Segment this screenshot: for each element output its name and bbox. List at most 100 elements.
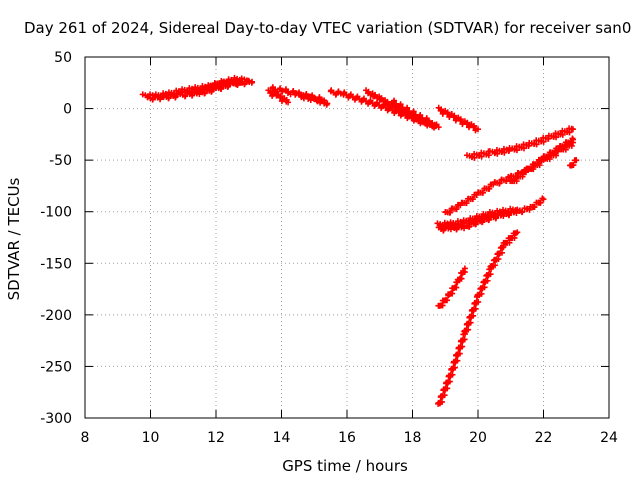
data-point [460, 268, 467, 275]
y-tick-label: -50 [49, 153, 72, 169]
data-point [451, 364, 458, 371]
data-point [569, 126, 576, 133]
x-axis-label: GPS time / hours [282, 457, 408, 475]
data-point [249, 78, 256, 85]
data-point [438, 302, 445, 309]
x-tick-label: 10 [142, 430, 160, 446]
data-series [186, 77, 246, 97]
data-point [441, 392, 448, 399]
data-point [500, 213, 507, 220]
data-point [447, 226, 454, 233]
data-point [467, 319, 474, 326]
data-point [438, 398, 445, 405]
data-series [435, 265, 468, 309]
data-point [448, 290, 455, 297]
data-series [435, 104, 481, 134]
data-point [446, 209, 453, 216]
x-tick-label: 18 [404, 430, 422, 446]
data-point [545, 135, 552, 142]
x-tick-label: 16 [338, 430, 356, 446]
data-point [285, 99, 292, 106]
data-point [472, 305, 479, 312]
data-point [487, 271, 494, 278]
x-tick-label: 24 [600, 430, 618, 446]
y-axis-ticks: -300 -250 -200 -150 -100 -50 0 50 [40, 50, 609, 427]
data-series [507, 138, 576, 185]
data-point [435, 124, 442, 131]
data-point [443, 297, 450, 304]
data-point [157, 96, 164, 103]
data-point [514, 229, 521, 236]
data-point [514, 206, 521, 213]
data-point [452, 284, 459, 291]
chart-title: Day 261 of 2024, Sidereal Day-to-day VTE… [24, 19, 631, 37]
data-point [498, 249, 505, 256]
y-tick-label: -300 [40, 411, 72, 427]
data-point [470, 312, 477, 319]
data-points [139, 74, 580, 407]
x-tick-label: 20 [469, 430, 487, 446]
x-tick-label: 22 [535, 430, 553, 446]
data-point [478, 290, 485, 297]
data-point [475, 126, 481, 133]
x-tick-label: 14 [273, 430, 291, 446]
data-point [459, 343, 466, 350]
x-axis-ticks: 8 10 12 14 16 18 20 22 24 [81, 57, 618, 446]
data-series [463, 125, 576, 161]
data-point [475, 298, 482, 305]
data-point [518, 209, 525, 216]
data-point [239, 78, 246, 85]
data-point [481, 284, 488, 291]
data-point [446, 378, 453, 385]
data-point [440, 227, 447, 234]
y-axis-label: SDTVAR / TECUs [5, 177, 23, 300]
data-point [469, 196, 476, 203]
data-point [165, 95, 172, 102]
data-point [499, 209, 506, 216]
data-point [484, 277, 491, 284]
data-point [569, 139, 576, 146]
data-series [265, 87, 292, 106]
y-tick-label: -150 [40, 256, 72, 272]
data-point [463, 200, 470, 207]
data-point [496, 180, 503, 187]
data-point [461, 265, 468, 272]
data-series [293, 90, 331, 108]
data-point [570, 162, 577, 169]
data-point [454, 357, 461, 364]
data-point [505, 147, 512, 154]
data-point [452, 206, 459, 213]
data-point [492, 262, 499, 269]
data-point [540, 196, 547, 203]
data-point [459, 220, 466, 227]
x-tick-label: 12 [207, 430, 225, 446]
data-point [492, 215, 499, 222]
data-point [457, 275, 464, 282]
data-point [453, 226, 460, 233]
data-point [525, 142, 532, 149]
x-tick-label: 8 [81, 430, 90, 446]
grid [85, 57, 609, 418]
y-tick-label: 0 [63, 102, 72, 118]
data-point [539, 195, 546, 202]
data-point [224, 81, 231, 88]
data-point [485, 185, 492, 192]
y-tick-label: -250 [40, 359, 72, 375]
data-point [324, 100, 331, 107]
data-series [390, 97, 436, 128]
data-point [172, 94, 179, 101]
data-point [465, 326, 472, 333]
data-point [432, 123, 439, 130]
data-point [465, 223, 472, 230]
data-point [573, 157, 580, 164]
data-series [567, 157, 580, 169]
data-point [461, 336, 468, 343]
y-tick-label: 50 [54, 50, 72, 66]
data-series [435, 229, 521, 407]
data-point [444, 385, 451, 392]
data-series [434, 205, 521, 230]
y-tick-label: -200 [40, 308, 72, 324]
data-point [495, 256, 502, 263]
data-point [536, 199, 543, 206]
